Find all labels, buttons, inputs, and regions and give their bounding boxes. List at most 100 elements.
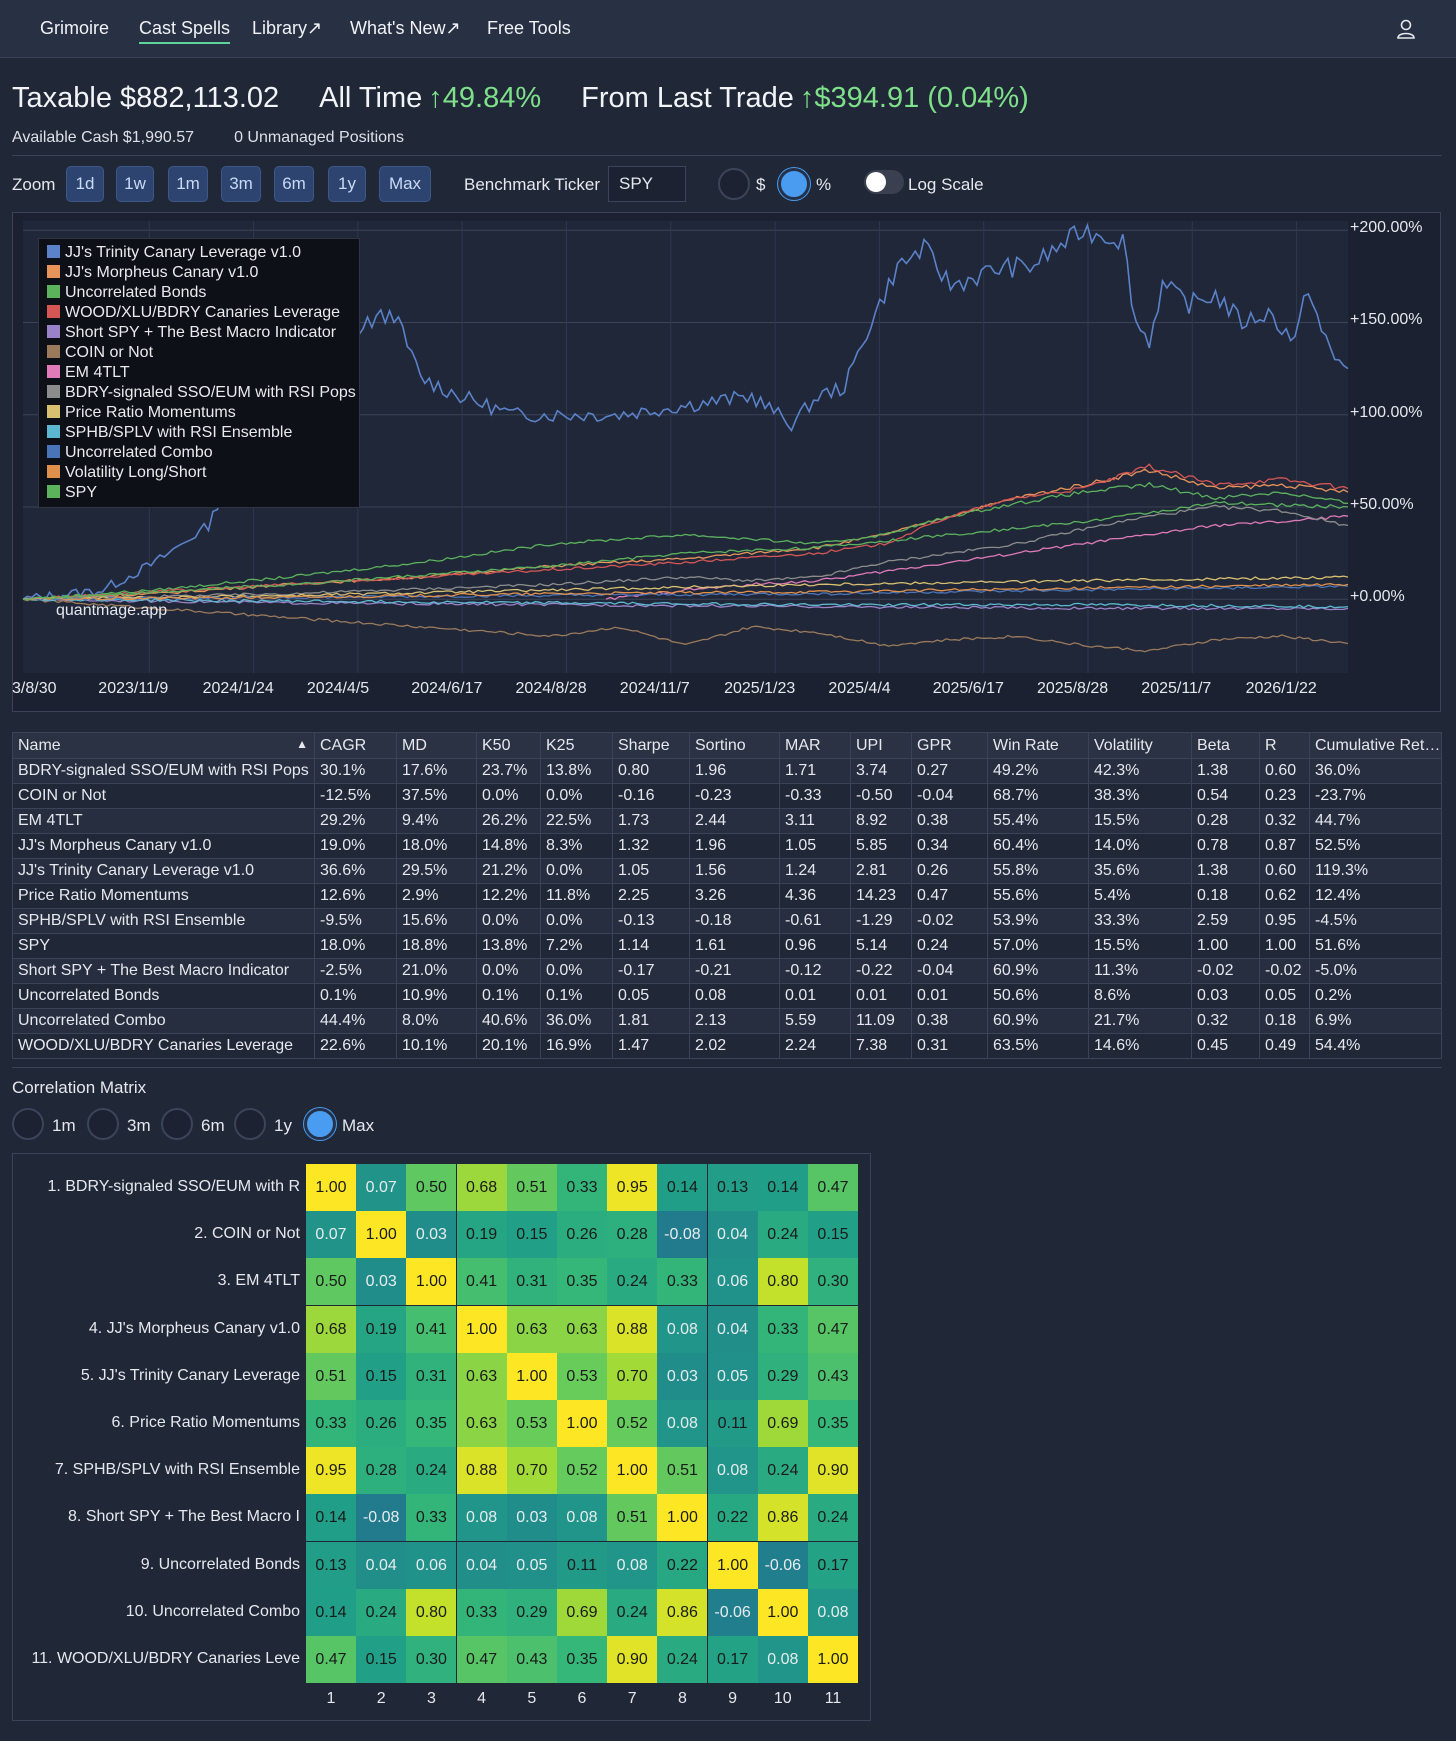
dollar-mode-radio[interactable] <box>718 168 750 200</box>
table-cell: 17.6% <box>396 758 477 784</box>
zoom-3m-button[interactable]: 3m <box>221 166 261 202</box>
last-trade-label: From Last Trade <box>581 82 794 114</box>
table-row[interactable]: SPHB/SPLV with RSI Ensemble -9.5% 15.6% 0.0… <box>12 908 1442 934</box>
matrix-cell: -0.08 <box>356 1494 407 1542</box>
matrix-cell: 0.52 <box>557 1447 607 1495</box>
legend-item[interactable]: Uncorrelated Combo <box>47 443 213 463</box>
table-row[interactable]: COIN or Not -12.5% 37.5% 0.0% 0.0% -0.16 -0.23… <box>12 783 1442 809</box>
nav-free-tools[interactable]: Free Tools <box>487 18 571 38</box>
table-cell: 60.9% <box>987 958 1089 984</box>
column-header-label: Volatility <box>1094 736 1153 754</box>
matrix-cell: 0.35 <box>406 1400 457 1447</box>
column-header[interactable]: MAR <box>779 732 851 759</box>
table-cell: 44.4% <box>314 1008 397 1034</box>
table-row[interactable]: Uncorrelated Combo 44.4% 8.0% 40.6% 36.0% 1.8… <box>12 1008 1442 1034</box>
legend-item[interactable]: EM 4TLT <box>47 363 130 383</box>
legend-item[interactable]: Volatility Long/Short <box>47 463 206 483</box>
column-header[interactable]: Win Rate <box>987 732 1089 759</box>
table-cell: 68.7% <box>987 783 1089 809</box>
column-header-label: UPI <box>856 736 883 754</box>
legend-item[interactable]: JJ's Trinity Canary Leverage v1.0 <box>47 243 301 263</box>
matrix-cell: 0.70 <box>506 1447 557 1495</box>
table-cell: 7.38 <box>850 1033 912 1059</box>
legend-item[interactable]: Short SPY + The Best Macro Indicator <box>47 323 336 343</box>
legend-item[interactable]: SPHB/SPLV with RSI Ensemble <box>47 423 292 443</box>
nav-whats-new[interactable]: What's New↗ <box>350 18 461 38</box>
zoom-1m-button[interactable]: 1m <box>168 166 208 202</box>
table-cell: 0.03 <box>1191 983 1260 1009</box>
matrix-cell: 0.80 <box>406 1588 457 1636</box>
zoom-6m-button[interactable]: 6m <box>274 166 314 202</box>
column-header[interactable]: Beta <box>1191 732 1260 759</box>
column-header[interactable]: UPI <box>850 732 912 759</box>
matrix-cell: 0.33 <box>306 1400 356 1447</box>
table-cell: 10.1% <box>396 1033 477 1059</box>
table-row[interactable]: Price Ratio Momentums 12.6% 2.9% 12.2% 11.8%… <box>12 883 1442 909</box>
table-cell: 55.4% <box>987 808 1089 834</box>
matrix-cell: 0.19 <box>356 1305 407 1353</box>
column-header[interactable]: CAGR <box>314 732 397 759</box>
table-cell: 0.62 <box>1259 883 1310 909</box>
period-3m-radio[interactable] <box>87 1108 119 1140</box>
legend-item[interactable]: Uncorrelated Bonds <box>47 283 206 303</box>
table-cell: 8.0% <box>396 1008 477 1034</box>
column-header[interactable]: Volatility <box>1088 732 1192 759</box>
table-cell: 0.23 <box>1259 783 1310 809</box>
table-cell: 22.6% <box>314 1033 397 1059</box>
legend-item[interactable]: BDRY-signaled SSO/EUM with RSI Pops <box>47 383 356 403</box>
legend-item[interactable]: SPY <box>47 483 97 503</box>
period-1y-radio[interactable] <box>234 1108 266 1140</box>
column-header[interactable]: R <box>1259 732 1310 759</box>
matrix-cell: 0.29 <box>757 1352 808 1400</box>
legend-item[interactable]: Price Ratio Momentums <box>47 403 236 423</box>
table-cell: 0.45 <box>1191 1033 1260 1059</box>
table-row[interactable]: WOOD/XLU/BDRY Canaries Leverage 22.6% 10.1… <box>12 1033 1442 1059</box>
table-row[interactable]: Short SPY + The Best Macro Indicator -2.5… <box>12 958 1442 984</box>
column-header[interactable]: GPR <box>911 732 988 759</box>
nav-cast-spells[interactable]: Cast Spells <box>139 18 231 44</box>
column-header[interactable]: Name ▲ <box>12 732 315 759</box>
column-header[interactable]: K25 <box>540 732 613 759</box>
table-row[interactable]: BDRY-signaled SSO/EUM with RSI Pops 30.1%… <box>12 758 1442 784</box>
column-header[interactable]: Sharpe <box>612 732 690 759</box>
table-cell: 5.59 <box>779 1008 851 1034</box>
legend-item[interactable]: COIN or Not <box>47 343 153 363</box>
column-header[interactable]: K50 <box>476 732 541 759</box>
zoom-1y-button[interactable]: 1y <box>328 166 366 202</box>
percent-mode-label: % <box>816 175 832 194</box>
user-icon[interactable] <box>1396 18 1416 40</box>
matrix-cell: 0.33 <box>757 1305 808 1353</box>
period-6m-radio[interactable] <box>161 1108 193 1140</box>
nav-library[interactable]: Library↗ <box>252 18 323 38</box>
legend-swatch <box>47 265 60 278</box>
log-scale-toggle[interactable] <box>864 170 904 194</box>
table-row[interactable]: Uncorrelated Bonds 0.1% 10.9% 0.1% 0.1% 0.05 0… <box>12 983 1442 1009</box>
table-row[interactable]: EM 4TLT 29.2% 9.4% 26.2% 22.5% 1.73 2.44 3.11 8.… <box>12 808 1442 834</box>
table-cell: 14.8% <box>476 833 541 859</box>
zoom-1d-button[interactable]: 1d <box>66 166 104 202</box>
legend-item[interactable]: JJ's Morpheus Canary v1.0 <box>47 263 258 283</box>
table-cell: 16.9% <box>540 1033 613 1059</box>
table-cell: -0.22 <box>850 958 912 984</box>
matrix-cell: 1.00 <box>657 1494 708 1542</box>
table-row[interactable]: SPY 18.0% 18.8% 13.8% 7.2% 1.14 1.61 0.96 5.14 0.… <box>12 933 1442 959</box>
period-max-radio[interactable] <box>304 1108 336 1140</box>
column-header[interactable]: MD <box>396 732 477 759</box>
table-row[interactable]: JJ's Trinity Canary Leverage v1.0 36.6% 29… <box>12 858 1442 884</box>
x-tick-label: 2025/11/7 <box>1141 680 1212 697</box>
percent-mode-radio[interactable] <box>778 168 810 200</box>
zoom-1w-button[interactable]: 1w <box>116 166 154 202</box>
legend-item[interactable]: WOOD/XLU/BDRY Canaries Leverage <box>47 303 340 323</box>
benchmark-ticker-input[interactable] <box>608 166 686 202</box>
nav-grimoire[interactable]: Grimoire <box>40 18 110 38</box>
column-header[interactable]: Sortino <box>689 732 780 759</box>
column-header-label: Win Rate <box>993 736 1059 754</box>
table-row[interactable]: JJ's Morpheus Canary v1.0 19.0% 18.0% 14.8%… <box>12 833 1442 859</box>
table-cell: 1.71 <box>779 758 851 784</box>
legend-swatch <box>47 305 60 318</box>
period-1m-radio[interactable] <box>12 1108 44 1140</box>
zoom-max-button[interactable]: Max <box>379 166 431 202</box>
column-header[interactable]: Cumulative Ret… <box>1309 732 1442 759</box>
column-header-label: GPR <box>917 736 952 754</box>
table-cell: 2.9% <box>396 883 477 909</box>
